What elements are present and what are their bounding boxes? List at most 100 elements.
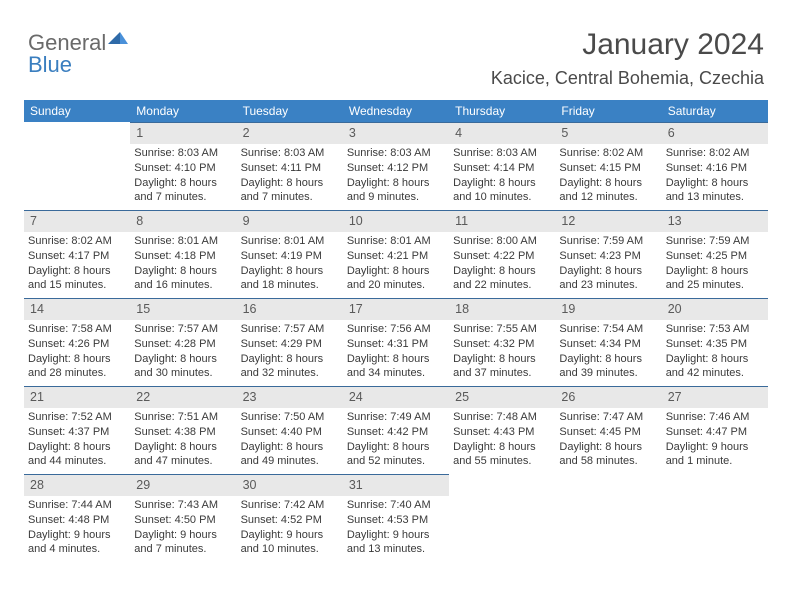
sunset-text: Sunset: 4:28 PM [134,337,232,352]
sunset-text: Sunset: 4:23 PM [559,249,657,264]
sunset-text: Sunset: 4:37 PM [28,425,126,440]
daylight-text: Daylight: 8 hours and 23 minutes. [559,264,657,294]
day-number: 11 [449,210,555,232]
day-number: 5 [555,122,661,144]
sunrise-text: Sunrise: 7:47 AM [559,410,657,425]
sunrise-text: Sunrise: 8:02 AM [666,146,764,161]
calendar-week-row: 28Sunrise: 7:44 AMSunset: 4:48 PMDayligh… [24,474,768,562]
daylight-text: Daylight: 8 hours and 44 minutes. [28,440,126,470]
daylight-text: Daylight: 8 hours and 39 minutes. [559,352,657,382]
sunrise-text: Sunrise: 7:48 AM [453,410,551,425]
day-details: Sunrise: 7:48 AMSunset: 4:43 PMDaylight:… [449,408,555,473]
daylight-text: Daylight: 8 hours and 58 minutes. [559,440,657,470]
sunrise-text: Sunrise: 7:57 AM [134,322,232,337]
sunset-text: Sunset: 4:38 PM [134,425,232,440]
page-title: January 2024 [582,28,764,62]
day-number: 21 [24,386,130,408]
daylight-text: Daylight: 9 hours and 7 minutes. [134,528,232,558]
sunset-text: Sunset: 4:19 PM [241,249,339,264]
sunset-text: Sunset: 4:10 PM [134,161,232,176]
day-details: Sunrise: 7:50 AMSunset: 4:40 PMDaylight:… [237,408,343,473]
day-details: Sunrise: 8:03 AMSunset: 4:10 PMDaylight:… [130,144,236,209]
calendar-day-cell: 30 Sunrise: 7:42 AMSunset: 4:52 PMDayligh… [237,474,343,562]
day-details: Sunrise: 7:55 AMSunset: 4:32 PMDaylight:… [449,320,555,385]
sunset-text: Sunset: 4:40 PM [241,425,339,440]
daylight-text: Daylight: 9 hours and 10 minutes. [241,528,339,558]
day-details: Sunrise: 7:58 AMSunset: 4:26 PMDaylight:… [24,320,130,385]
sunrise-text: Sunrise: 7:58 AM [28,322,126,337]
sunrise-text: Sunrise: 8:03 AM [453,146,551,161]
calendar-day-cell: 9Sunrise: 8:01 AMSunset: 4:19 PMDaylight… [237,210,343,298]
weekday-header: Monday [130,100,236,122]
daylight-text: Daylight: 8 hours and 18 minutes. [241,264,339,294]
daylight-text: Daylight: 8 hours and 13 minutes. [666,176,764,206]
day-number: 19 [555,298,661,320]
calendar-day-cell [24,122,130,210]
day-number: 3 [343,122,449,144]
daylight-text: Daylight: 8 hours and 22 minutes. [453,264,551,294]
daylight-text: Daylight: 8 hours and 16 minutes. [134,264,232,294]
sunrise-text: Sunrise: 7:50 AM [241,410,339,425]
day-number: 27 [662,386,768,408]
sunset-text: Sunset: 4:48 PM [28,513,126,528]
daylight-text: Daylight: 9 hours and 1 minute. [666,440,764,470]
weekday-header: Sunday [24,100,130,122]
sunset-text: Sunset: 4:21 PM [347,249,445,264]
sunrise-text: Sunrise: 8:03 AM [347,146,445,161]
daylight-text: Daylight: 8 hours and 55 minutes. [453,440,551,470]
calendar-day-cell: 2Sunrise: 8:03 AMSunset: 4:11 PMDaylight… [237,122,343,210]
daylight-text: Daylight: 8 hours and 52 minutes. [347,440,445,470]
sunset-text: Sunset: 4:47 PM [666,425,764,440]
daylight-text: Daylight: 8 hours and 30 minutes. [134,352,232,382]
daylight-text: Daylight: 8 hours and 49 minutes. [241,440,339,470]
calendar-day-cell: 19Sunrise: 7:54 AMSunset: 4:34 PMDayligh… [555,298,661,386]
sunset-text: Sunset: 4:16 PM [666,161,764,176]
sunrise-text: Sunrise: 8:01 AM [134,234,232,249]
day-details: Sunrise: 7:53 AMSunset: 4:35 PMDaylight:… [662,320,768,385]
day-details: Sunrise: 7:54 AMSunset: 4:34 PMDaylight:… [555,320,661,385]
calendar-day-cell [662,474,768,562]
sunrise-text: Sunrise: 7:46 AM [666,410,764,425]
sunset-text: Sunset: 4:32 PM [453,337,551,352]
day-number: 22 [130,386,236,408]
sunrise-text: Sunrise: 7:52 AM [28,410,126,425]
daylight-text: Daylight: 8 hours and 34 minutes. [347,352,445,382]
daylight-text: Daylight: 8 hours and 7 minutes. [241,176,339,206]
sunrise-text: Sunrise: 7:42 AM [241,498,339,513]
day-details: Sunrise: 8:02 AMSunset: 4:15 PMDaylight:… [555,144,661,209]
day-number: 15 [130,298,236,320]
calendar-day-cell: 12Sunrise: 7:59 AMSunset: 4:23 PMDayligh… [555,210,661,298]
day-details: Sunrise: 7:57 AMSunset: 4:29 PMDaylight:… [237,320,343,385]
daylight-text: Daylight: 8 hours and 32 minutes. [241,352,339,382]
weekday-header: Saturday [662,100,768,122]
calendar-day-cell: 14Sunrise: 7:58 AMSunset: 4:26 PMDayligh… [24,298,130,386]
day-number: 14 [24,298,130,320]
sunset-text: Sunset: 4:52 PM [241,513,339,528]
day-number: 12 [555,210,661,232]
calendar-day-cell: 27 Sunrise: 7:46 AMSunset: 4:47 PMDayligh… [662,386,768,474]
day-number: 9 [237,210,343,232]
sunrise-text: Sunrise: 7:43 AM [134,498,232,513]
sunrise-text: Sunrise: 7:40 AM [347,498,445,513]
calendar-week-row: 14Sunrise: 7:58 AMSunset: 4:26 PMDayligh… [24,298,768,386]
day-details: Sunrise: 8:03 AMSunset: 4:12 PMDaylight:… [343,144,449,209]
day-details: Sunrise: 7:57 AMSunset: 4:28 PMDaylight:… [130,320,236,385]
sunrise-text: Sunrise: 8:03 AM [134,146,232,161]
sunrise-text: Sunrise: 7:54 AM [559,322,657,337]
day-details: Sunrise: 7:52 AMSunset: 4:37 PMDaylight:… [24,408,130,473]
day-number: 29 [130,474,236,496]
day-number: 7 [24,210,130,232]
sunrise-text: Sunrise: 8:02 AM [559,146,657,161]
calendar-day-cell: 13Sunrise: 7:59 AMSunset: 4:25 PMDayligh… [662,210,768,298]
sunset-text: Sunset: 4:50 PM [134,513,232,528]
sunset-text: Sunset: 4:11 PM [241,161,339,176]
day-number: 18 [449,298,555,320]
calendar-day-cell [449,474,555,562]
day-number: 2 [237,122,343,144]
calendar-day-cell: 10Sunrise: 8:01 AMSunset: 4:21 PMDayligh… [343,210,449,298]
sunset-text: Sunset: 4:14 PM [453,161,551,176]
day-number: 30 [237,474,343,496]
day-details: Sunrise: 7:44 AMSunset: 4:48 PMDaylight:… [24,496,130,561]
calendar-day-cell: 7Sunrise: 8:02 AMSunset: 4:17 PMDaylight… [24,210,130,298]
day-number: 25 [449,386,555,408]
